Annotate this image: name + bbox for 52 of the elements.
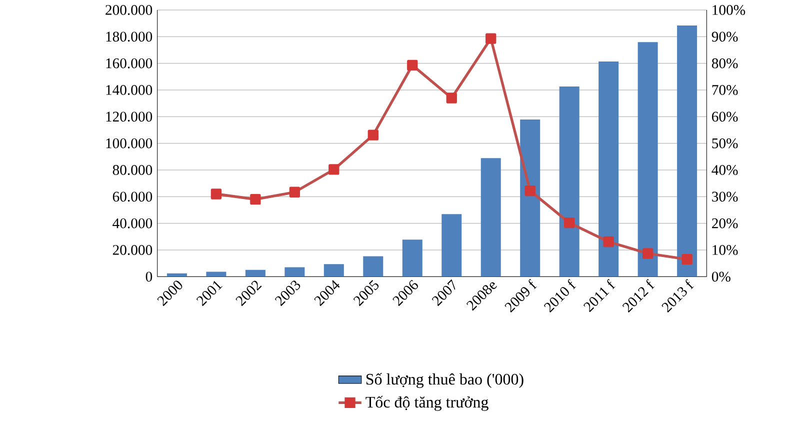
point xyxy=(642,248,654,259)
y-tick-label: 40.000 xyxy=(112,218,152,228)
point xyxy=(682,254,692,265)
bar xyxy=(480,158,501,277)
bar xyxy=(284,267,305,277)
bar xyxy=(442,214,462,277)
y2-tick-label: 0% xyxy=(712,272,730,282)
point xyxy=(289,186,300,198)
bar xyxy=(677,25,698,277)
y2-tick-label: 20% xyxy=(712,218,738,228)
y2-tick-label: 70% xyxy=(712,85,738,95)
bar xyxy=(598,61,619,277)
bar xyxy=(363,256,384,277)
bar xyxy=(638,42,658,277)
point xyxy=(407,60,418,71)
y-tick-label: 100.000 xyxy=(106,138,152,148)
bar xyxy=(206,272,226,277)
bar xyxy=(402,240,422,277)
y2-tick-label: 10% xyxy=(712,245,738,255)
point xyxy=(368,130,378,140)
y2-tick-label: 60% xyxy=(712,112,738,122)
y-tick-label: 140.000 xyxy=(106,85,152,95)
bar xyxy=(324,264,344,277)
point xyxy=(328,164,340,175)
bar xyxy=(520,119,540,277)
y2-tick-label: 90% xyxy=(712,32,738,42)
x-tick-label: 2011 f xyxy=(584,279,616,312)
point xyxy=(564,217,575,228)
legend-label: Tốc độ tăng trưởng xyxy=(366,396,488,411)
point xyxy=(603,236,614,248)
legend-label: Số lượng thuê bao ('000) xyxy=(366,372,524,388)
y2-tick-label: 30% xyxy=(712,192,738,202)
y-tick-label: 20.000 xyxy=(112,245,152,255)
y-tick-label: 180.000 xyxy=(106,32,152,42)
point xyxy=(210,188,222,200)
y-tick-label: 0 xyxy=(146,272,152,282)
y2-tick-label: 100% xyxy=(712,5,746,15)
y-tick-label: 160.000 xyxy=(106,58,152,68)
point xyxy=(524,185,536,196)
bar xyxy=(166,273,187,277)
y2-tick-label: 40% xyxy=(712,165,738,175)
y-tick-label: 80.000 xyxy=(112,165,152,175)
y2-tick-label: 80% xyxy=(712,58,738,68)
y-tick-label: 60.000 xyxy=(112,192,152,202)
point xyxy=(446,92,457,104)
bar xyxy=(559,86,580,277)
point xyxy=(486,33,496,44)
y-tick-label: 120.000 xyxy=(106,112,152,122)
bar xyxy=(245,270,266,277)
y-tick-label: 200.000 xyxy=(106,5,152,15)
y2-tick-label: 50% xyxy=(712,138,738,148)
point xyxy=(250,194,261,205)
